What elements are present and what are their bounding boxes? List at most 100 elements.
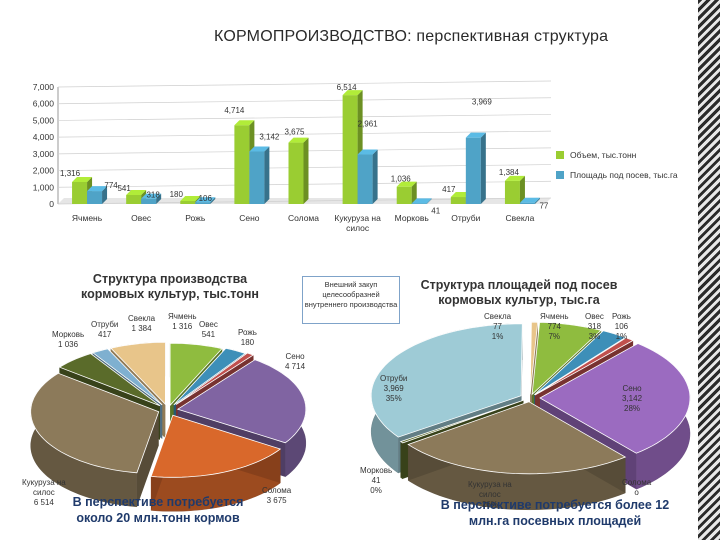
bar-area-data-label: 106	[199, 194, 213, 203]
legend-swatch-volume	[556, 151, 564, 159]
bar-area	[411, 203, 427, 204]
bar-volume-top	[504, 175, 525, 181]
legend-item-volume: Объем, тыс.тонн	[556, 150, 678, 160]
area-pie-slice	[534, 337, 634, 396]
bar-area	[465, 137, 481, 204]
area-pie-slice	[531, 321, 602, 396]
bar-volume	[450, 197, 466, 204]
bar-area-data-label: 3,142	[259, 132, 280, 141]
bar-volume-top	[288, 137, 309, 143]
bar-area-data-label: 3,969	[472, 98, 493, 107]
production-pie-slice	[110, 341, 166, 406]
bar-chart-y-tick-label: 4,000	[33, 132, 55, 142]
callout-box: Внешний закуп целесообразней внутреннего…	[302, 276, 400, 324]
left-pie-title: Структура производства кормовых культур,…	[81, 272, 259, 301]
production-pie-slice	[173, 347, 246, 406]
bar-volume-side	[519, 175, 525, 204]
bar-area	[87, 191, 103, 204]
area-pie-label: Кукуруза на силос 26%	[468, 480, 512, 509]
bar-area-top	[249, 146, 270, 152]
bar-chart-gridline	[57, 97, 552, 105]
bar-volume-top	[396, 181, 417, 187]
bar-chart-y-tick-label: 2,000	[33, 166, 55, 176]
production-pie-label: Кукуруза на силос 6 514	[22, 478, 66, 507]
production-pie-label: Морковь 1 036	[52, 330, 85, 349]
area-pie-label: Отруби 3,969 35%	[380, 374, 408, 403]
bar-chart-gridline	[57, 80, 552, 88]
bar-area-side	[210, 197, 216, 204]
bar-volume-data-label: 4,714	[224, 106, 245, 115]
bar-chart-legend: Объем, тыс.тонн Площадь под посев, тыс.г…	[556, 150, 678, 190]
area-pie-slice	[534, 330, 627, 396]
bar-volume-data-label: 180	[170, 190, 184, 199]
bar-chart-y-tick-label: 0	[49, 199, 54, 209]
bar-volume-data-label: 541	[117, 184, 131, 193]
bar-chart-category-label: Сено	[239, 213, 260, 223]
page-title: КОРМОПРОИЗВОДСТВО: перспективная структу…	[214, 28, 609, 45]
bar-chart-y-tick-label: 3,000	[33, 149, 55, 159]
bar-area	[141, 198, 157, 204]
production-pie-slice	[150, 414, 282, 478]
bar-volume-data-label: 1,316	[60, 169, 81, 178]
bar-chart-y-tick-label: 7,000	[33, 82, 55, 92]
bar-volume	[180, 200, 196, 204]
bar-volume-top	[180, 195, 201, 201]
bar-volume	[126, 194, 142, 204]
bar-volume	[72, 182, 88, 204]
bar-volume-top	[342, 90, 363, 96]
bar-area-top	[195, 197, 216, 203]
bar-chart-y-tick-label: 1,000	[33, 182, 55, 192]
bar-chart-gridline	[57, 130, 552, 138]
bar-volume-data-label: 1,384	[499, 168, 520, 177]
bar-volume	[504, 180, 520, 204]
production-pie-label: Свекла 1 384	[128, 314, 156, 333]
bar-area-top	[87, 186, 108, 192]
bar-area-data-label: 2,961	[358, 120, 379, 129]
bar-area	[249, 151, 265, 204]
area-pie-slice	[407, 401, 627, 475]
legend-swatch-area	[556, 171, 564, 179]
area-pie-slice	[539, 343, 691, 454]
bar-area-side	[534, 197, 540, 204]
bar-area	[357, 154, 373, 204]
bar-area-top	[141, 193, 162, 199]
area-pie-label: Ячмень 774 7%	[540, 312, 569, 341]
production-pie-label: Рожь 180	[238, 328, 257, 347]
production-pie-slice	[175, 352, 255, 405]
area-pie-slice	[370, 323, 523, 438]
right-pie-title: Структура площадей под посев кормовых ку…	[420, 278, 618, 307]
bar-volume-data-label: 417	[442, 185, 456, 194]
bar-chart-category-label: Рожь	[185, 213, 206, 223]
bar-area-top	[411, 198, 432, 204]
bar-chart-category-label: Отруби	[451, 213, 480, 223]
area-pie-label: Сено 3,142 28%	[622, 384, 643, 413]
bar-area-top	[519, 197, 540, 203]
bar-volume-data-label: 3,675	[284, 128, 305, 137]
bar-area-top	[357, 149, 378, 155]
production-pie-label: Солома 3 675	[262, 486, 292, 505]
bar-chart-category-label: Морковь	[395, 213, 430, 223]
production-pie-slice	[176, 359, 307, 444]
area-pie-slice	[529, 321, 539, 395]
production-pie-label: Овес 541	[199, 320, 218, 339]
bar-volume-data-label: 1,036	[391, 175, 412, 184]
decorative-stripe-border	[698, 0, 720, 540]
area-pie-label: Овес 318 3%	[585, 312, 604, 341]
legend-item-area: Площадь под посев, тыс.га	[556, 170, 678, 180]
bar-chart-category-label: Овес	[131, 213, 152, 223]
bar-area-side	[102, 186, 108, 204]
bar-volume-data-label: 6,514	[337, 83, 358, 92]
production-pie-label: Отруби 417	[91, 320, 119, 339]
production-pie-slice	[58, 353, 161, 407]
right-note: В перспективе потребуется более 12 млн.г…	[440, 498, 670, 528]
bar-chart-y-tick-label: 6,000	[33, 99, 55, 109]
bar-volume	[396, 186, 412, 204]
bar-area-data-label: 318	[146, 191, 160, 200]
bar-area-side	[264, 146, 270, 204]
bar-chart-y-tick-label: 5,000	[33, 115, 55, 125]
bar-chart-category-label: Свекла	[506, 213, 535, 223]
production-pie-slice	[30, 372, 160, 474]
bar-area-data-label: 77	[539, 202, 548, 211]
bar-volume-side	[303, 137, 309, 204]
